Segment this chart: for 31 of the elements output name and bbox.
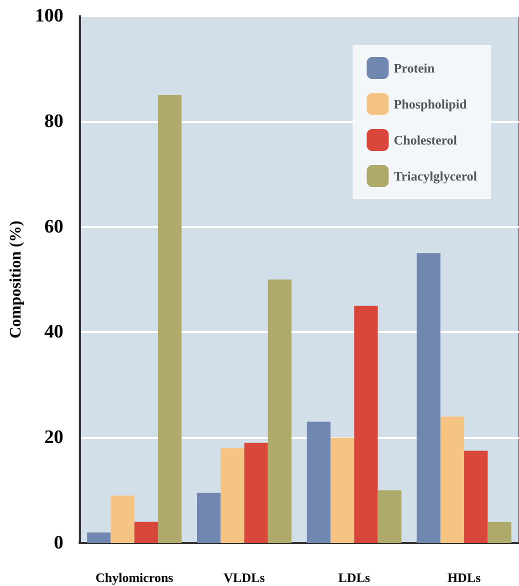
x-tick-label: LDLs: [338, 570, 370, 585]
bar: [87, 532, 111, 543]
legend-label: Triacylglycerol: [394, 168, 478, 184]
bar: [440, 416, 464, 543]
y-axis-title: Composition (%): [8, 220, 24, 338]
x-tick-label: Chylomicrons: [95, 570, 174, 585]
y-tick-label: 40: [44, 322, 64, 343]
bar: [220, 448, 244, 543]
bar: [196, 492, 221, 543]
y-tick-label: 0: [54, 532, 64, 554]
bar: [158, 95, 182, 543]
y-tick-label: 100: [34, 6, 64, 26]
x-tick-label: HDLs: [447, 570, 481, 585]
y-tick-label: 20: [44, 427, 64, 448]
bar: [244, 442, 268, 543]
bar: [416, 253, 440, 543]
bar: [464, 450, 488, 543]
bar: [488, 522, 512, 543]
legend-label: Cholesterol: [394, 132, 458, 148]
legend-label: Phospholipid: [394, 96, 468, 112]
y-tick-label: 80: [44, 110, 64, 132]
legend-label: Protein: [394, 60, 436, 76]
bar: [330, 438, 354, 543]
bar: [378, 490, 402, 543]
bar: [134, 522, 158, 543]
x-tick-label: VLDLs: [224, 570, 265, 585]
y-tick-label: 60: [44, 216, 64, 238]
bar: [306, 422, 331, 543]
bar: [110, 496, 134, 543]
bar: [354, 306, 378, 543]
bar: [268, 280, 292, 543]
